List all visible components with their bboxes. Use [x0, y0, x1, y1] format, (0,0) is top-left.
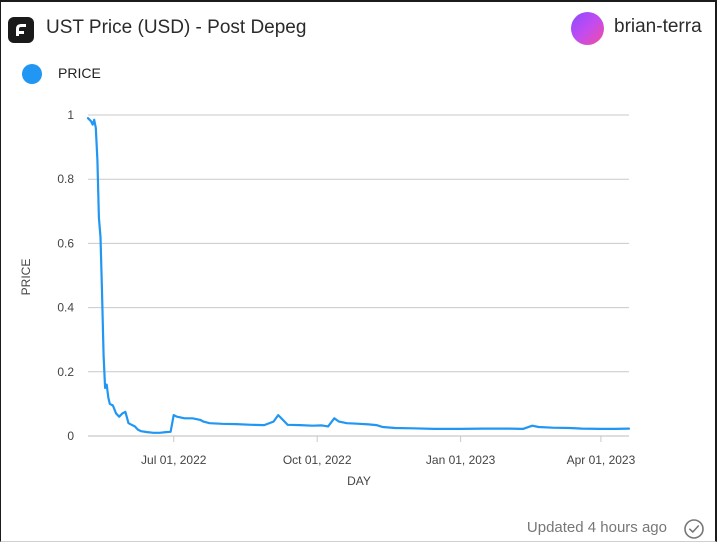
- data-point: [600, 428, 602, 430]
- legend-label-price[interactable]: PRICE: [58, 65, 101, 81]
- avatar[interactable]: [571, 12, 604, 45]
- data-point: [87, 117, 89, 119]
- x-tick-label: Jan 01, 2023: [426, 453, 496, 467]
- data-point: [191, 417, 194, 419]
- x-axis-label: DAY: [347, 474, 371, 488]
- data-point: [209, 422, 211, 424]
- data-point: [184, 417, 186, 419]
- data-point: [628, 428, 630, 430]
- data-point: [538, 426, 540, 428]
- data-point: [95, 127, 97, 129]
- data-point: [96, 159, 98, 161]
- data-point: [176, 416, 178, 418]
- data-point: [368, 423, 370, 425]
- y-tick-label: 0.4: [57, 301, 74, 315]
- data-point: [146, 431, 148, 433]
- data-point: [121, 412, 123, 415]
- data-point: [118, 416, 120, 418]
- data-point: [614, 428, 616, 430]
- data-point: [98, 217, 100, 219]
- data-point: [124, 411, 126, 413]
- data-point: [552, 427, 554, 429]
- data-point: [411, 427, 413, 429]
- chart-series: [86, 117, 631, 434]
- data-point: [311, 425, 314, 427]
- flipside-logo-icon: [8, 17, 34, 43]
- data-point: [134, 425, 136, 427]
- data-point: [251, 424, 253, 426]
- data-point: [112, 404, 114, 407]
- data-point: [93, 119, 95, 121]
- data-point: [107, 396, 109, 399]
- legend-marker-price[interactable]: [22, 64, 42, 84]
- data-point: [394, 427, 396, 429]
- data-point: [159, 432, 161, 434]
- data-point: [522, 428, 524, 430]
- x-axis-ticks: Jul 01, 2022 Oct 01, 2022 Jan 01, 2023 Apr …: [88, 435, 636, 467]
- data-point: [235, 423, 237, 425]
- data-point: [137, 429, 139, 431]
- data-point: [531, 425, 533, 427]
- data-point: [327, 425, 329, 427]
- data-point: [115, 412, 117, 415]
- data-point: [569, 427, 571, 429]
- data-point: [282, 419, 284, 421]
- data-point: [140, 430, 142, 432]
- data-point: [287, 424, 289, 426]
- data-point: [375, 424, 377, 426]
- data-point: [101, 290, 103, 293]
- y-axis-ticks: 0 0.2 0.4 0.6 0.8 1: [57, 108, 74, 443]
- y-tick-label: 1: [67, 108, 74, 122]
- data-point: [173, 414, 175, 416]
- data-point: [165, 431, 167, 433]
- data-point: [346, 422, 348, 424]
- data-point: [321, 424, 323, 426]
- data-point: [170, 431, 172, 433]
- data-point: [103, 355, 105, 357]
- data-point: [481, 428, 483, 430]
- data-point: [338, 421, 340, 423]
- data-point: [89, 119, 91, 121]
- data-point: [131, 424, 133, 426]
- data-point: [460, 428, 462, 430]
- data-point: [104, 387, 106, 389]
- data-point: [358, 423, 360, 425]
- chart-title: UST Price (USD) - Post Depeg: [46, 17, 307, 38]
- y-tick-label: 0.8: [57, 172, 74, 186]
- updated-status: Updated 4 hours ago: [526, 519, 667, 536]
- y-axis-label: PRICE: [19, 259, 33, 296]
- username[interactable]: brian-terra: [614, 16, 702, 37]
- data-point: [92, 124, 94, 126]
- series-line-price[interactable]: [86, 117, 631, 434]
- data-point: [263, 424, 265, 426]
- check-circle-icon[interactable]: [683, 518, 705, 540]
- y-tick-label: 0.6: [57, 236, 74, 250]
- data-point: [581, 428, 583, 430]
- data-point: [272, 421, 275, 423]
- chart-gridlines: [88, 114, 629, 437]
- data-point: [127, 422, 130, 424]
- x-tick-label: Oct 01, 2022: [283, 453, 352, 467]
- data-point: [202, 421, 204, 423]
- data-point: [152, 432, 155, 434]
- data-point: [221, 423, 223, 425]
- y-tick-label: 0: [67, 429, 74, 443]
- data-point: [508, 428, 510, 430]
- data-point: [90, 120, 92, 122]
- data-point: [333, 417, 335, 419]
- data-point: [299, 424, 301, 426]
- data-point: [99, 236, 102, 238]
- data-point: [433, 428, 435, 430]
- y-tick-label: 0.2: [57, 365, 74, 379]
- x-tick-label: Jul 01, 2022: [141, 453, 207, 467]
- x-tick-label: Apr 01, 2023: [567, 453, 636, 467]
- data-point: [382, 426, 384, 428]
- data-point: [277, 414, 279, 416]
- data-point: [199, 419, 201, 421]
- data-point: [109, 403, 111, 405]
- data-point: [106, 384, 108, 386]
- chart-header: UST Price (USD) - Post Depeg brian-terra: [0, 0, 720, 58]
